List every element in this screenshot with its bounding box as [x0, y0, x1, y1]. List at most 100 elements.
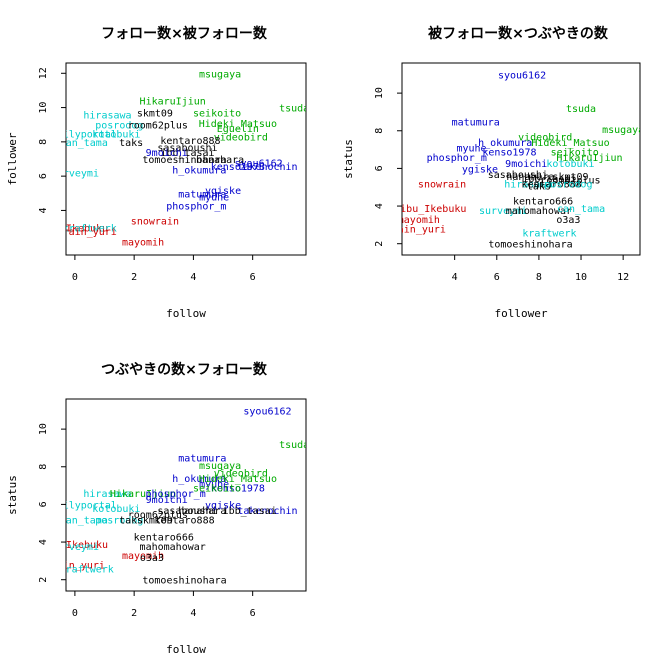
point-label-myuhe: myuhe	[199, 193, 229, 204]
point-label-rain_yuri: rain_yuri	[51, 561, 105, 572]
point-label-h_okumura: h_okumura	[172, 474, 226, 485]
point-label-seikoito: seikoito	[193, 483, 241, 494]
point-label-phosphor_m: phosphor_m	[146, 489, 206, 500]
point-label-ibb_tasai: ibb_tasai	[160, 148, 214, 159]
point-label-seibu_Ikebuku: seibu_Ikebuku	[388, 204, 466, 215]
point-label-taks: taks	[119, 138, 143, 149]
point-label-ygiske: ygiske	[205, 186, 241, 197]
point-label-kotobuki: kotobuki	[92, 504, 140, 515]
point-label-HikaruIjiun: HikaruIjiun	[556, 153, 622, 164]
point-label-mahomahowar: mahomahowar	[140, 542, 206, 553]
point-label-myuhe: myuhe	[199, 480, 229, 491]
x-tick-label: 6	[494, 272, 500, 283]
point-label-matumura: matumura	[178, 453, 226, 464]
point-label-sasaboushi: sasaboushi	[488, 170, 548, 181]
point-label-snowrain: snowrain	[418, 179, 466, 190]
chart-title: 被フォロー数×つぶやきの数	[428, 25, 609, 42]
point-label-skmt09: skmt09	[552, 172, 588, 183]
point-label-h_okumura: h_okumura	[478, 138, 532, 149]
point-label-msugaya: msugaya	[602, 125, 644, 136]
point-label-9moichi: 9moichi	[146, 495, 188, 506]
point-label-seikoito: seikoito	[193, 109, 241, 120]
y-tick-label: 4	[38, 539, 49, 545]
plot-frame	[401, 62, 641, 256]
point-label-kenso1978: kenso1978	[211, 483, 265, 494]
point-label-hirasawa: hirasawa	[83, 110, 131, 121]
point-label-kenso1978: kenso1978	[211, 162, 265, 173]
x-tick-label: 4	[452, 272, 458, 283]
point-label-kraftwerk: kraftwerk	[522, 228, 576, 239]
point-label-can_tama: can_tama	[557, 204, 605, 215]
point-label-kentaro888: kentaro888	[160, 136, 220, 147]
point-label-rain_yuri: rain_yuri	[392, 225, 446, 236]
chart-title: つぶやきの数×フォロー数	[101, 361, 268, 378]
x-tick-label: 6	[250, 608, 256, 619]
y-tick-label: 10	[38, 423, 49, 435]
point-label-9moichi: 9moichi	[505, 159, 547, 170]
point-label-tomoeshinohara: tomoeshinohara	[488, 240, 572, 251]
point-label-kenso1978: kenso1978	[482, 147, 536, 158]
y-tick-label: 6	[374, 165, 385, 171]
y-tick-label: 4	[38, 207, 49, 213]
point-label-dailyportal: dailyportal	[51, 500, 117, 511]
point-label-Hideki_Matsuo: Hideki_Matsuo	[199, 474, 277, 485]
point-label-tsuda: tsuda	[279, 440, 309, 451]
point-label-mayomih: mayomih	[122, 237, 164, 248]
point-label-surveymi: surveymi	[51, 542, 99, 553]
point-label-tomoeshinohara: tomoeshinohara	[142, 155, 226, 166]
point-label-takenochin: takenochin	[237, 506, 297, 517]
point-label-9moichi: 9moichi	[146, 148, 188, 159]
point-label-kentaro888: kentaro888	[154, 515, 214, 526]
y-axis-label: status	[6, 475, 19, 515]
point-label-taks: taks	[527, 181, 551, 192]
y-axis-label: follower	[6, 132, 19, 185]
point-label-kentaro888: kentaro888	[521, 179, 581, 190]
point-label-syou6162: syou6162	[498, 70, 546, 81]
plot-frame	[65, 398, 307, 592]
x-tick-label: 4	[190, 608, 196, 619]
point-label-phosphor_m: phosphor_m	[427, 153, 487, 164]
point-label-matumura: matumura	[452, 117, 500, 128]
point-label-dailyportal: dailyportal	[51, 129, 117, 140]
y-tick-label: 2	[38, 577, 49, 583]
point-label-o3a3: o3a3	[556, 215, 580, 226]
point-label-hanahara: hanahara	[178, 506, 226, 517]
point-label-msugaya: msugaya	[199, 461, 241, 472]
x-tick-label: 4	[190, 272, 196, 283]
point-label-kentaro666: kentaro666	[513, 196, 573, 207]
chart-title: フォロー数×被フォロー数	[101, 25, 268, 42]
point-label-ygiske: ygiske	[462, 164, 498, 175]
point-label-HikaruIjiun: HikaruIjiun	[110, 489, 176, 500]
point-label-tomoeshinohara: tomoeshinohara	[142, 576, 226, 587]
point-label-taks: taks	[119, 515, 143, 526]
point-label-ygiske: ygiske	[205, 500, 241, 511]
x-axis-label: follower	[495, 307, 548, 320]
point-label-kentaro666: kentaro666	[134, 532, 194, 543]
y-tick-label: 6	[38, 501, 49, 507]
point-label-surveymi: surveymi	[479, 206, 527, 217]
point-label-tsuda: tsuda	[279, 104, 309, 115]
point-label-hanahara: hanahara	[506, 172, 554, 183]
x-axis-label: follow	[166, 307, 206, 320]
point-label-h_okumura: h_okumura	[172, 165, 226, 176]
point-labels: msugaya HikaruIjiun tsuda seikoito hirasawa s…	[51, 69, 309, 248]
point-label-Hideki_Matsuo: Hideki_Matsuo	[199, 119, 277, 130]
point-label-kotobuki: kotobuki	[546, 159, 594, 170]
point-label-kraftwerk: kraftwerk	[60, 564, 114, 575]
point-label-phosphor_m: phosphor_m	[166, 201, 226, 212]
y-tick-label: 10	[374, 87, 385, 99]
point-label-surveymi: surveymi	[51, 169, 99, 180]
point-label-sasaboushi: sasaboushi	[157, 506, 217, 517]
point-label-skmt09: skmt09	[137, 109, 173, 120]
point-label-mahomahowar: mahomahowar	[506, 206, 572, 217]
point-label-Eguelin: Eguelin	[217, 124, 259, 135]
x-tick-label: 0	[72, 608, 78, 619]
y-tick-label: 4	[374, 203, 385, 209]
point-label-ibb_tasai: ibb_tasai	[223, 506, 277, 517]
x-tick-label: 12	[617, 272, 629, 283]
point-label-posrodog: posrodog	[95, 121, 143, 132]
point-label-sasaboushi: sasaboushi	[157, 143, 217, 154]
point-label-Hideki_Matsuo: Hideki_Matsuo	[531, 138, 609, 149]
chart-panel-1: フォロー数×被フォロー数 0 2 4 6 4 6 8 10 12 follow follower msu…	[6, 25, 309, 320]
point-label-o3a3: o3a3	[140, 553, 164, 564]
